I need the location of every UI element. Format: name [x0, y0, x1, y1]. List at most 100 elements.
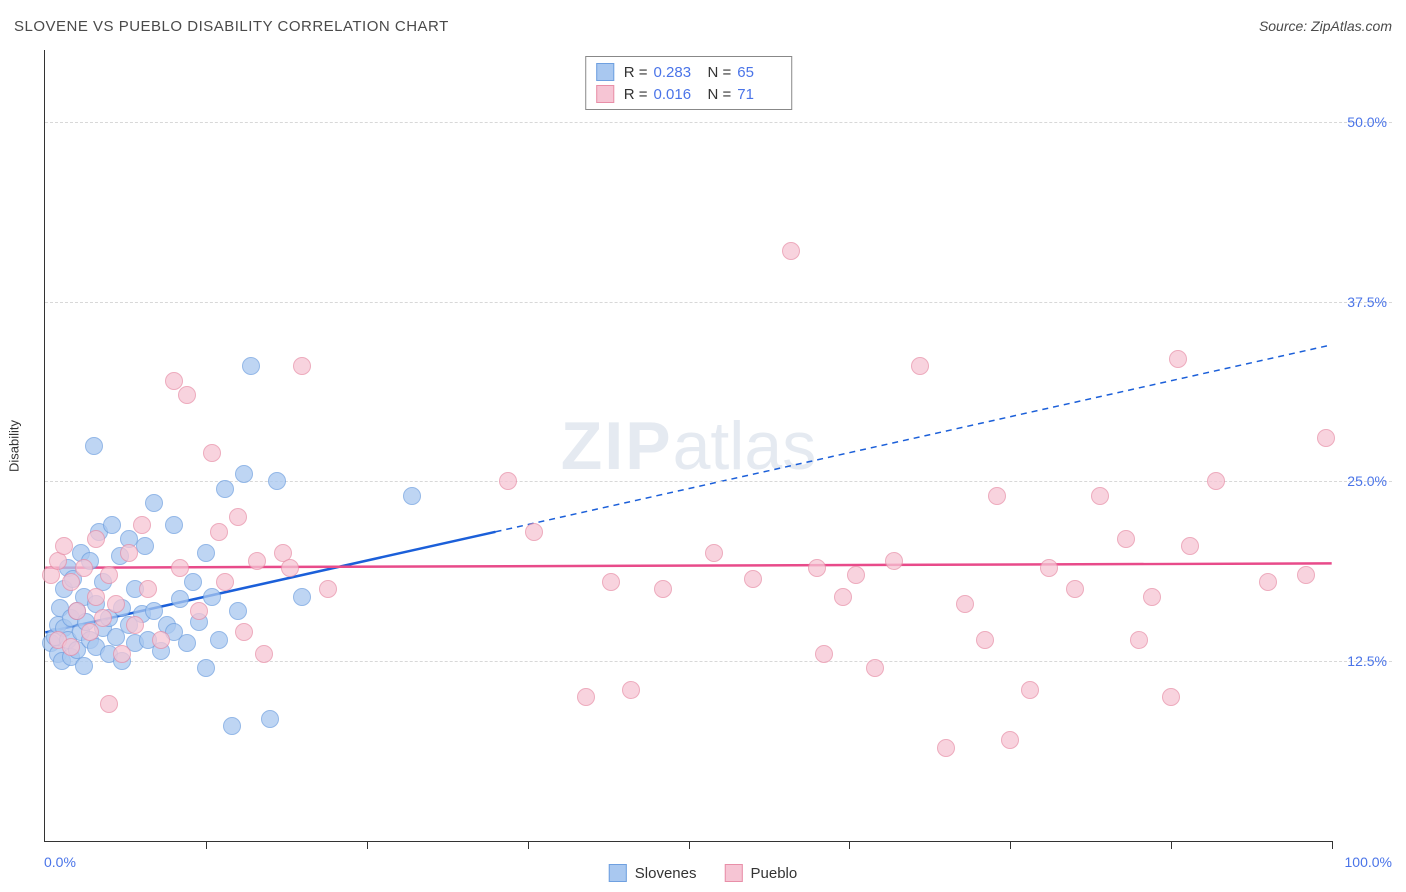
n-value: 71 [737, 86, 781, 103]
r-value: 0.016 [654, 86, 698, 103]
scatter-point [94, 609, 112, 627]
plot-area: ZIPatlas R =0.283N =65R =0.016N =71 12.5… [44, 50, 1332, 842]
x-max-label: 100.0% [1345, 854, 1392, 870]
scatter-point [210, 523, 228, 541]
scatter-point [1169, 350, 1187, 368]
scatter-point [866, 659, 884, 677]
scatter-point [100, 695, 118, 713]
legend-item: Slovenes [609, 864, 697, 882]
scatter-point [1021, 681, 1039, 699]
x-min-label: 0.0% [44, 854, 76, 870]
scatter-point [281, 559, 299, 577]
scatter-point [654, 580, 672, 598]
watermark: ZIPatlas [561, 407, 816, 485]
scatter-point [203, 588, 221, 606]
scatter-point [1317, 429, 1335, 447]
scatter-point [1117, 530, 1135, 548]
scatter-point [145, 494, 163, 512]
scatter-point [133, 516, 151, 534]
ytick-label: 50.0% [1337, 114, 1387, 130]
scatter-point [1130, 631, 1148, 649]
scatter-point [87, 530, 105, 548]
scatter-point [1066, 580, 1084, 598]
scatter-point [107, 595, 125, 613]
scatter-point [885, 552, 903, 570]
scatter-point [75, 657, 93, 675]
scatter-point [1001, 731, 1019, 749]
scatter-point [126, 616, 144, 634]
r-label: R = [624, 86, 648, 103]
scatter-point [235, 465, 253, 483]
scatter-point [216, 573, 234, 591]
scatter-point [956, 595, 974, 613]
legend-swatch [596, 85, 614, 103]
scatter-point [68, 602, 86, 620]
scatter-point [113, 645, 131, 663]
scatter-point [319, 580, 337, 598]
scatter-point [602, 573, 620, 591]
scatter-point [165, 372, 183, 390]
xtick [689, 841, 690, 849]
scatter-point [190, 602, 208, 620]
scatter-point [911, 357, 929, 375]
scatter-point [55, 537, 73, 555]
scatter-point [847, 566, 865, 584]
scatter-point [988, 487, 1006, 505]
xtick [1171, 841, 1172, 849]
scatter-point [255, 645, 273, 663]
scatter-point [171, 590, 189, 608]
scatter-point [75, 559, 93, 577]
legend-swatch [609, 864, 627, 882]
scatter-point [197, 544, 215, 562]
scatter-point [782, 242, 800, 260]
scatter-point [248, 552, 266, 570]
stats-row: R =0.283N =65 [596, 61, 782, 83]
y-axis-label: Disability [7, 420, 22, 472]
scatter-point [85, 437, 103, 455]
scatter-point [145, 602, 163, 620]
scatter-point [499, 472, 517, 490]
stats-row: R = 0.016 N = 71 [596, 83, 782, 105]
scatter-point [178, 386, 196, 404]
scatter-point [577, 688, 595, 706]
n-label: N = [708, 86, 732, 103]
stats-legend: R =0.283N =65 R = 0.016 N = 71 [585, 56, 793, 110]
scatter-point [1091, 487, 1109, 505]
scatter-point [976, 631, 994, 649]
ytick-label: 37.5% [1337, 294, 1387, 310]
legend-label: Slovenes [635, 865, 697, 882]
scatter-point [197, 659, 215, 677]
scatter-point [184, 573, 202, 591]
scatter-point [1162, 688, 1180, 706]
legend-swatch [596, 63, 614, 81]
scatter-point [216, 480, 234, 498]
scatter-point [834, 588, 852, 606]
scatter-point [87, 588, 105, 606]
bottom-legend: SlovenesPueblo [609, 864, 797, 882]
ytick-label: 12.5% [1337, 653, 1387, 669]
scatter-point [81, 623, 99, 641]
r-value: 0.283 [654, 64, 698, 81]
scatter-point [744, 570, 762, 588]
scatter-point [229, 508, 247, 526]
scatter-point [62, 638, 80, 656]
n-value: 65 [737, 64, 781, 81]
gridline [45, 661, 1392, 662]
scatter-point [165, 516, 183, 534]
scatter-point [403, 487, 421, 505]
scatter-point [223, 717, 241, 735]
xtick [206, 841, 207, 849]
scatter-point [1297, 566, 1315, 584]
scatter-point [178, 634, 196, 652]
trend-line [45, 563, 1331, 567]
source-label: Source: ZipAtlas.com [1259, 18, 1392, 34]
xtick [849, 841, 850, 849]
scatter-point [203, 444, 221, 462]
scatter-point [62, 573, 80, 591]
xtick [1332, 841, 1333, 849]
scatter-point [1143, 588, 1161, 606]
scatter-point [120, 544, 138, 562]
gridline [45, 302, 1392, 303]
scatter-point [815, 645, 833, 663]
scatter-point [808, 559, 826, 577]
